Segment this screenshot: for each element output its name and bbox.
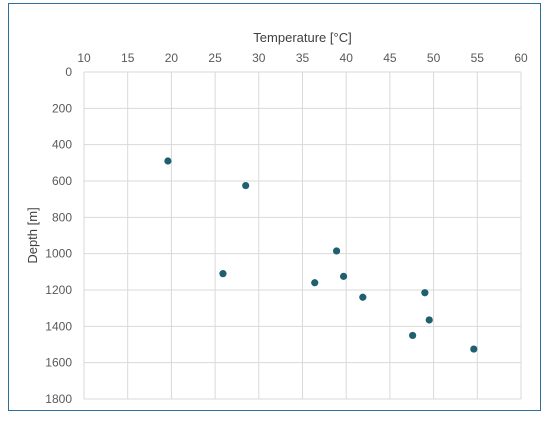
x-tick-label: 10 bbox=[77, 51, 91, 65]
x-tick-labels: 10 15 20 25 30 35 40 45 50 55 60 bbox=[77, 51, 528, 65]
y-tick-label: 1200 bbox=[45, 283, 72, 297]
x-axis-title: Temperature [°C] bbox=[253, 30, 351, 45]
data-point bbox=[425, 316, 433, 324]
data-point bbox=[409, 331, 417, 340]
data-point bbox=[242, 181, 250, 190]
y-tick-label: 600 bbox=[52, 174, 72, 188]
data-point bbox=[311, 279, 319, 287]
data-point bbox=[421, 289, 429, 297]
x-tick-label: 25 bbox=[208, 51, 222, 65]
y-tick-label: 0 bbox=[65, 65, 72, 79]
y-tick-label: 1800 bbox=[45, 392, 72, 406]
data-point bbox=[164, 157, 172, 165]
x-tick-label: 55 bbox=[471, 51, 485, 65]
x-tick-label: 40 bbox=[340, 51, 354, 65]
data-points bbox=[164, 157, 478, 353]
y-tick-label: 400 bbox=[52, 138, 72, 152]
y-tick-label: 800 bbox=[52, 210, 72, 224]
x-tick-label: 20 bbox=[165, 51, 179, 65]
x-tick-label: 35 bbox=[296, 51, 310, 65]
x-tick-label: 30 bbox=[252, 51, 266, 65]
y-tick-labels: 0 200 400 600 800 1000 1200 1400 1600 1800 bbox=[45, 65, 72, 406]
y-tick-label: 1400 bbox=[45, 319, 72, 333]
data-point bbox=[359, 293, 367, 301]
horizontal-gridlines bbox=[84, 71, 521, 400]
vertical-gridlines bbox=[83, 72, 522, 399]
y-tick-label: 1000 bbox=[45, 247, 72, 261]
y-tick-label: 200 bbox=[52, 101, 72, 115]
data-point bbox=[339, 272, 348, 280]
scatter-chart: 10 15 20 25 30 35 40 45 50 55 60 0 200 400 600 800 1000… bbox=[25, 30, 528, 406]
y-tick-label: 1600 bbox=[45, 356, 72, 370]
x-tick-label: 60 bbox=[514, 51, 528, 65]
y-axis-title: Depth [m] bbox=[25, 207, 40, 263]
chart-frame: 10 15 20 25 30 35 40 45 50 55 60 0 200 400 600 800 1000… bbox=[8, 3, 541, 411]
data-point bbox=[219, 270, 227, 278]
x-tick-label: 15 bbox=[121, 51, 135, 65]
x-tick-label: 45 bbox=[383, 51, 397, 65]
data-point bbox=[332, 247, 341, 255]
data-point bbox=[470, 345, 478, 353]
x-tick-label: 50 bbox=[427, 51, 441, 65]
